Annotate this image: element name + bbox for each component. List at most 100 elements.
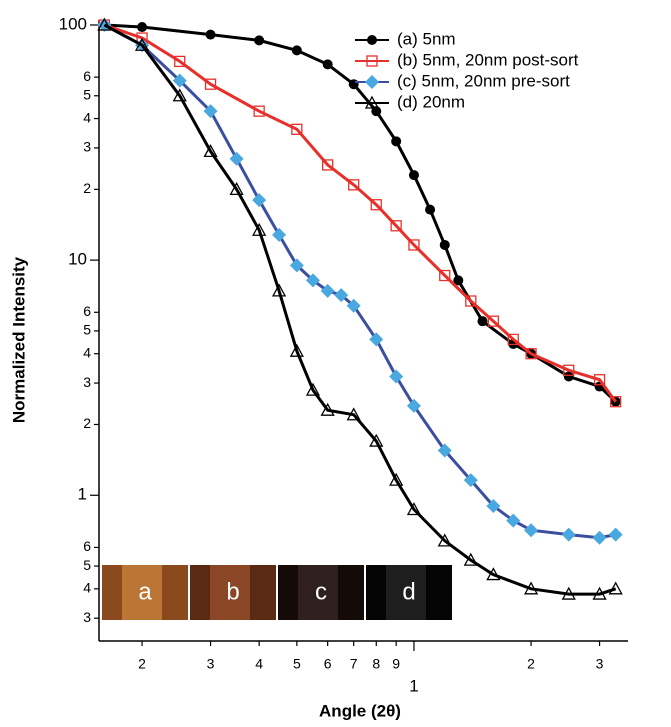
point bbox=[320, 402, 335, 416]
x-tick-label: 7 bbox=[350, 656, 358, 672]
point bbox=[593, 374, 606, 386]
legend-marker bbox=[366, 55, 378, 67]
point bbox=[320, 283, 335, 298]
point bbox=[369, 433, 384, 447]
point bbox=[370, 199, 382, 211]
point bbox=[203, 144, 218, 158]
point bbox=[486, 567, 501, 581]
point bbox=[592, 586, 607, 600]
x-axis-label: Angle (2θ) bbox=[319, 701, 401, 720]
point bbox=[608, 581, 623, 595]
x-tick-label: 2 bbox=[138, 656, 146, 672]
point bbox=[389, 472, 404, 486]
inset-photo: c bbox=[278, 565, 364, 620]
y-tick-label: 1 bbox=[78, 485, 87, 504]
x-tick-label: 4 bbox=[255, 656, 263, 672]
point bbox=[291, 123, 303, 135]
legend-label: (c) 5nm, 20nm pre-sort bbox=[397, 71, 570, 90]
point bbox=[305, 273, 320, 288]
y-tick-label: 100 bbox=[59, 14, 87, 33]
point bbox=[172, 88, 187, 102]
point bbox=[229, 181, 244, 195]
legend-label: (b) 5nm, 20nm post-sort bbox=[397, 50, 579, 69]
legend-label: (d) 20nm bbox=[397, 92, 465, 111]
point bbox=[305, 382, 321, 396]
legend-marker bbox=[367, 35, 377, 45]
point bbox=[486, 499, 501, 514]
point bbox=[477, 316, 488, 327]
point bbox=[252, 222, 267, 236]
y-tick-label: 2 bbox=[83, 415, 91, 431]
point bbox=[524, 523, 539, 538]
point bbox=[408, 239, 420, 251]
point bbox=[346, 298, 361, 313]
photo-label: a bbox=[138, 578, 152, 605]
point bbox=[346, 407, 361, 421]
y-tick-label: 6 bbox=[83, 538, 91, 554]
x-tick-label: 2 bbox=[527, 656, 535, 672]
y-tick-label: 5 bbox=[83, 86, 91, 102]
y-tick-label: 3 bbox=[83, 374, 91, 390]
point bbox=[463, 473, 478, 488]
photo-tube bbox=[122, 565, 162, 620]
x-tick-label: 3 bbox=[207, 656, 215, 672]
point bbox=[465, 295, 477, 307]
inset-photo: b bbox=[190, 565, 276, 620]
point bbox=[252, 193, 267, 208]
photo-label: b bbox=[226, 578, 239, 605]
series-line bbox=[103, 23, 616, 540]
point bbox=[425, 204, 436, 215]
inset-photo: a bbox=[102, 565, 188, 620]
point bbox=[463, 552, 478, 566]
point bbox=[487, 315, 500, 327]
legend-marker bbox=[364, 95, 380, 109]
legend-label: (a) 5nm bbox=[397, 29, 456, 48]
y-tick-label: 5 bbox=[83, 322, 91, 338]
point bbox=[205, 29, 216, 40]
point bbox=[137, 22, 148, 33]
y-tick-label: 6 bbox=[83, 303, 91, 319]
point bbox=[172, 73, 187, 88]
point bbox=[229, 151, 244, 166]
x-tick-label: 8 bbox=[372, 656, 380, 672]
point bbox=[561, 586, 576, 600]
point bbox=[203, 104, 218, 119]
series-line bbox=[103, 23, 617, 403]
point bbox=[204, 78, 217, 90]
point bbox=[439, 239, 450, 250]
point bbox=[272, 227, 287, 242]
point bbox=[334, 288, 349, 303]
point bbox=[507, 333, 519, 346]
photo-label: d bbox=[402, 578, 415, 605]
photo-tube bbox=[386, 565, 426, 620]
point bbox=[271, 283, 287, 297]
series-line bbox=[103, 23, 617, 596]
x-tick-label: 6 bbox=[324, 656, 332, 672]
point bbox=[254, 35, 265, 46]
point bbox=[592, 530, 607, 545]
point bbox=[439, 269, 451, 282]
point bbox=[437, 533, 452, 547]
point bbox=[289, 258, 304, 273]
y-tick-label: 3 bbox=[83, 609, 91, 625]
y-tick-label: 4 bbox=[83, 109, 91, 125]
y-tick-label: 3 bbox=[83, 139, 91, 155]
point bbox=[369, 332, 384, 347]
point bbox=[371, 106, 382, 117]
point bbox=[561, 527, 576, 542]
point bbox=[608, 527, 623, 542]
point bbox=[134, 37, 150, 51]
point bbox=[506, 513, 521, 528]
point bbox=[563, 364, 575, 376]
point bbox=[253, 105, 265, 117]
point bbox=[291, 45, 302, 56]
y-tick-label: 4 bbox=[83, 580, 91, 596]
point bbox=[563, 371, 574, 382]
point bbox=[408, 170, 419, 181]
x-tick-label: 1 bbox=[409, 676, 418, 695]
x-tick-label: 3 bbox=[596, 656, 604, 672]
point bbox=[406, 502, 422, 516]
legend-marker bbox=[365, 75, 379, 89]
point bbox=[523, 581, 539, 595]
